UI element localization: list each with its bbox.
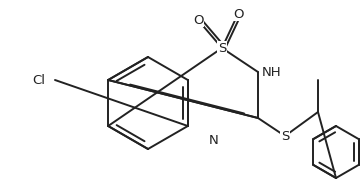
Text: N: N	[208, 133, 218, 146]
Text: NH: NH	[262, 65, 282, 79]
Text: O: O	[193, 14, 203, 27]
Text: Cl: Cl	[32, 74, 45, 86]
Text: S: S	[218, 42, 226, 55]
Text: O: O	[233, 8, 243, 20]
Text: S: S	[281, 130, 289, 143]
